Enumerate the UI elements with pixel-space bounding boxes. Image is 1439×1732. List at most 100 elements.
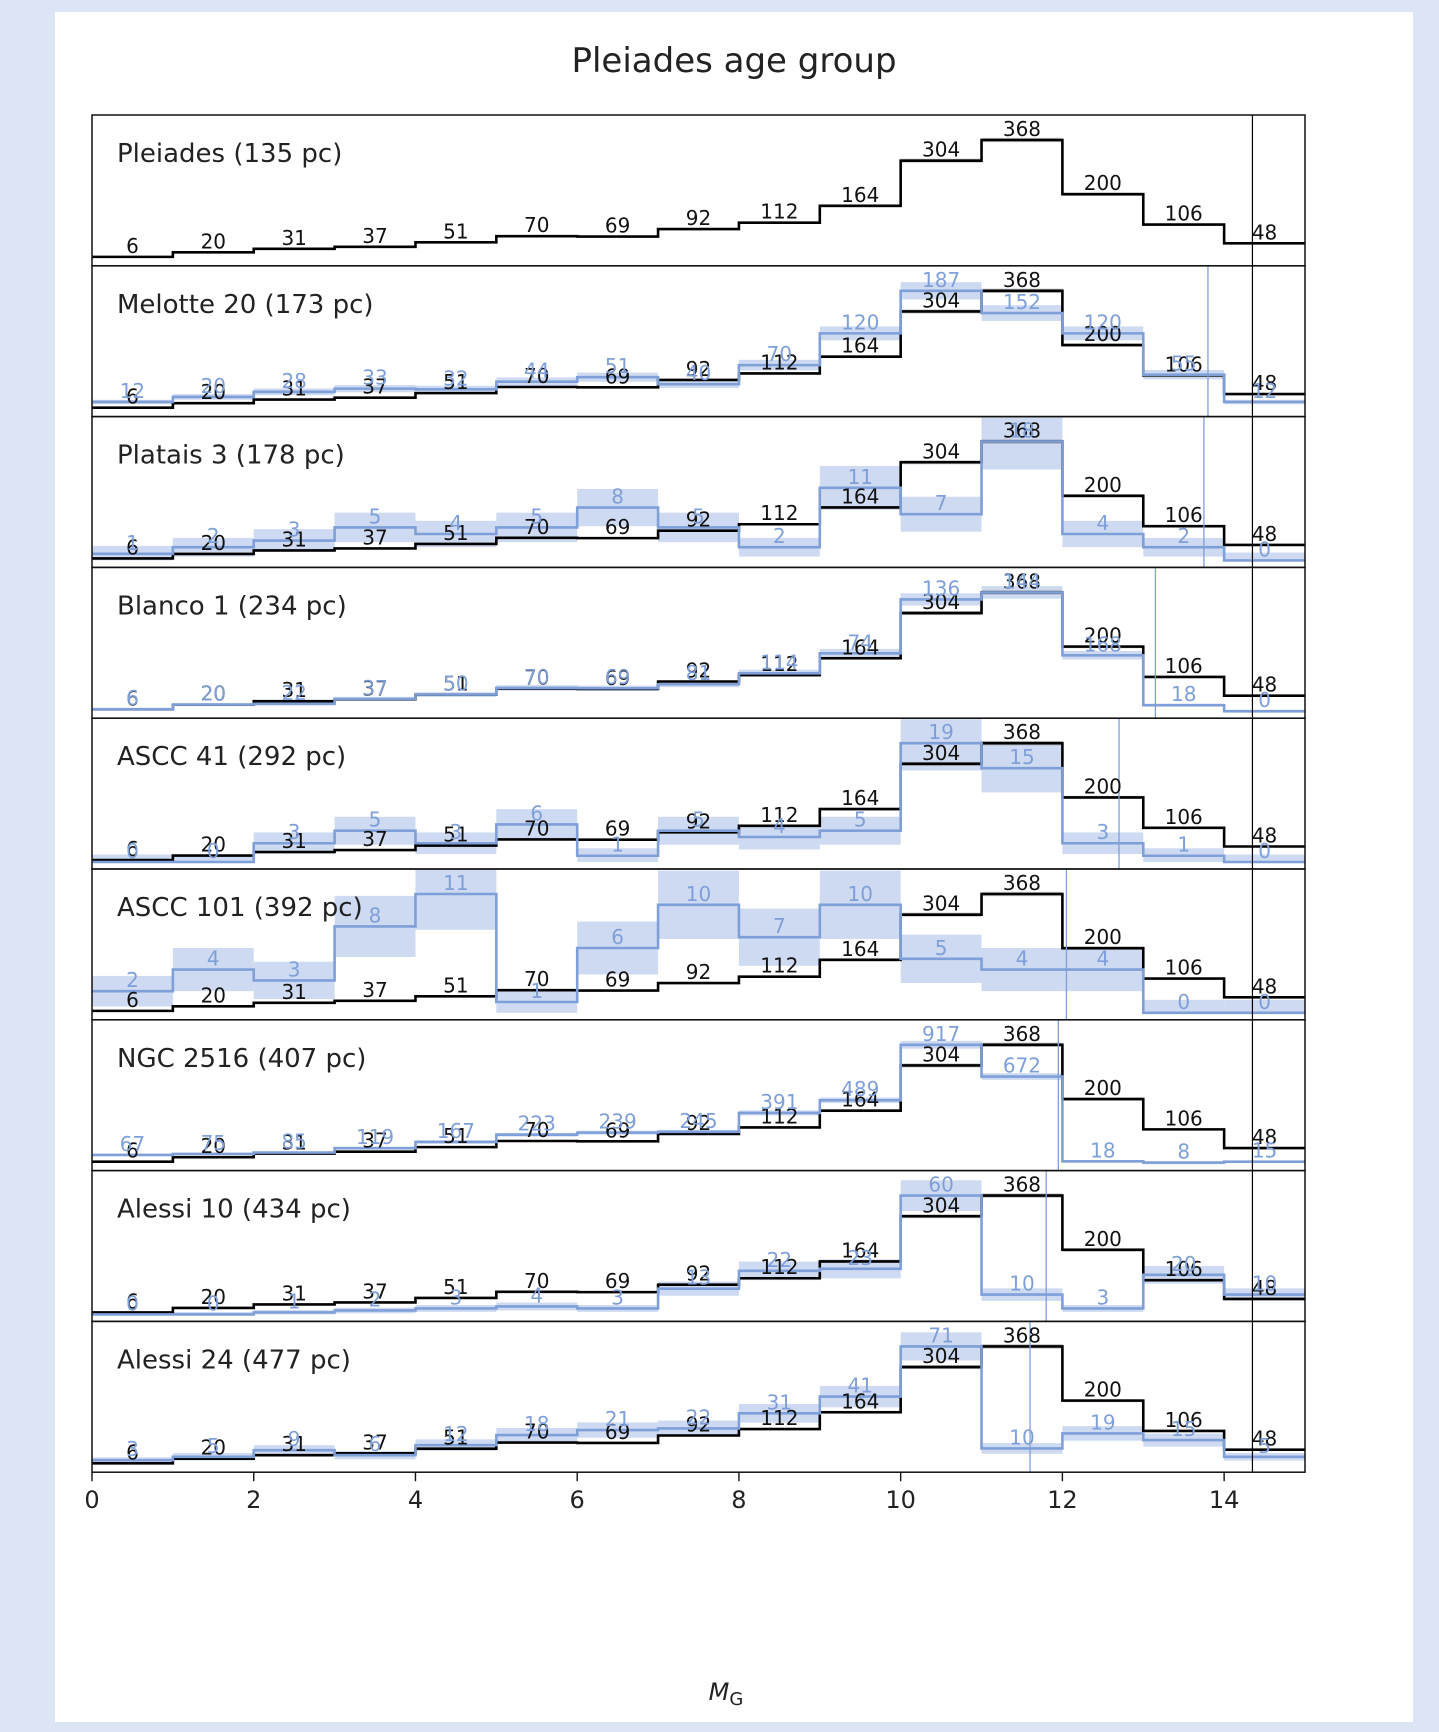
- reference-value-label: 368: [1003, 1022, 1041, 1046]
- reference-value-label: 70: [524, 816, 549, 840]
- cluster-value-label: 67: [120, 1132, 145, 1156]
- cluster-value-label: 4: [1016, 947, 1029, 971]
- reference-value-label: 200: [1084, 1378, 1122, 1402]
- reference-value-label: 92: [686, 809, 711, 833]
- cluster-value-label: 20: [201, 374, 226, 398]
- cluster-value-label: 44: [524, 359, 549, 383]
- cluster-value-label: 3: [288, 820, 301, 844]
- cluster-value-label: 3: [450, 1285, 463, 1309]
- cluster-series-line: [92, 440, 1305, 562]
- cluster-value-label: 114: [760, 650, 798, 674]
- reference-value-label: 51: [443, 1275, 468, 1299]
- cluster-value-label: 20: [201, 682, 226, 706]
- reference-value-label: 200: [1084, 925, 1122, 949]
- reference-value-label: 164: [841, 1088, 879, 1112]
- reference-value-label: 200: [1084, 322, 1122, 346]
- reference-value-label: 31: [281, 678, 306, 702]
- cluster-value-label: 12: [120, 379, 145, 403]
- reference-value-label: 106: [1165, 202, 1203, 226]
- cluster-value-label: 71: [928, 1323, 953, 1347]
- cluster-value-label: 10: [686, 882, 711, 906]
- reference-value-label: 92: [686, 1262, 711, 1286]
- reference-value-label: 368: [1003, 569, 1041, 593]
- cluster-value-label: 20: [1171, 1252, 1196, 1276]
- cluster-value-label: 489: [841, 1077, 879, 1101]
- x-tick-label: 12: [1047, 1486, 1078, 1514]
- reference-value-label: 48: [1252, 371, 1277, 395]
- panel-frame: [91, 566, 1306, 719]
- reference-value-label: 20: [201, 983, 226, 1007]
- reference-value-label: 368: [1003, 268, 1041, 292]
- reference-value-label: 368: [1003, 871, 1041, 895]
- reference-value-label: 164: [841, 1238, 879, 1262]
- reference-value-label: 304: [922, 138, 960, 162]
- cluster-value-label: 37: [362, 676, 387, 700]
- cluster-value-label: 1: [126, 531, 139, 555]
- panel-label: ASCC 41 (292 pc): [117, 742, 346, 772]
- cluster-series-line: [92, 741, 1305, 864]
- panel-label: Alessi 24 (477 pc): [117, 1345, 351, 1375]
- reference-value-label: 31: [281, 1131, 306, 1155]
- panel-label: Melotte 20 (173 pc): [117, 290, 374, 320]
- cluster-value-label: 6: [530, 801, 543, 825]
- reference-value-label: 48: [1252, 1427, 1277, 1451]
- reference-value-label: 51: [443, 1426, 468, 1450]
- cluster-value-label: 2: [773, 524, 786, 548]
- reference-value-label: 112: [760, 954, 798, 978]
- reference-value-label: 92: [686, 206, 711, 230]
- reference-value-label: 48: [1252, 1276, 1277, 1300]
- reference-value-label: 164: [841, 635, 879, 659]
- x-tick-label: 2: [246, 1486, 261, 1514]
- cluster-error-band: [1224, 854, 1305, 862]
- cluster-value-label: 5: [530, 504, 543, 528]
- cluster-value-label: 4: [773, 814, 786, 838]
- cluster-value-label: 15: [1252, 1139, 1277, 1163]
- reference-value-label: 6: [126, 385, 139, 409]
- cluster-error-band: [1224, 999, 1305, 1013]
- chart-figure: Pleiades age group 6 20 31 37 51 70 69 92 112164…: [84, 41, 1306, 1710]
- reference-value-label: 304: [922, 590, 960, 614]
- cluster-value-label: 3: [1096, 820, 1109, 844]
- cluster-series-line: [92, 1194, 1305, 1316]
- cluster-value-label: 2: [1177, 524, 1190, 548]
- cluster-value-label: 0: [1258, 990, 1271, 1014]
- cluster-value-label: 51: [605, 354, 630, 378]
- reference-value-label: 304: [922, 288, 960, 312]
- panel-1: 6 20 31 37 51 70 69 92 112 164 304 368 200 106 48 Pleia…: [91, 114, 1306, 267]
- cluster-value-label: 22: [767, 1248, 792, 1272]
- cluster-value-label: 3: [611, 1285, 624, 1309]
- cluster-value-label: 168: [1084, 632, 1122, 656]
- reference-value-label: 37: [362, 375, 387, 399]
- cluster-value-label: 391: [760, 1090, 798, 1114]
- cluster-value-label: 22: [686, 1405, 711, 1429]
- cluster-value-label: 18: [1171, 682, 1196, 706]
- reference-value-label: 48: [1252, 824, 1277, 848]
- cluster-value-label: 152: [1003, 290, 1041, 314]
- cluster-value-label: 119: [356, 1125, 394, 1149]
- cluster-value-label: 120: [841, 310, 879, 334]
- reference-value-label: 164: [841, 937, 879, 961]
- reference-value-label: 70: [524, 213, 549, 237]
- panel-7: 6 20 31 37 51 70 69 92 112 164 304 368 200 106 48 67 75 8…: [91, 1019, 1306, 1172]
- reference-value-label: 200: [1084, 624, 1122, 648]
- panel-frame: [91, 1320, 1306, 1473]
- reference-value-label: 112: [760, 501, 798, 525]
- cluster-value-label: 23: [848, 1246, 873, 1270]
- reference-value-label: 51: [443, 973, 468, 997]
- cluster-value-label: 12: [1252, 379, 1277, 403]
- reference-value-label: 37: [362, 525, 387, 549]
- cluster-value-label: 11: [443, 871, 468, 895]
- cluster-value-label: 5: [935, 936, 948, 960]
- cluster-value-label: 11: [848, 465, 873, 489]
- reference-value-label: 200: [1084, 171, 1122, 195]
- cluster-value-label: 0: [1258, 537, 1271, 561]
- cluster-value-label: 1: [530, 979, 543, 1003]
- reference-value-label: 92: [686, 508, 711, 532]
- cluster-error-band: [172, 854, 254, 862]
- reference-value-label: 48: [1252, 522, 1277, 546]
- chart-title: Pleiades age group: [571, 41, 896, 81]
- reference-value-label: 69: [605, 214, 630, 238]
